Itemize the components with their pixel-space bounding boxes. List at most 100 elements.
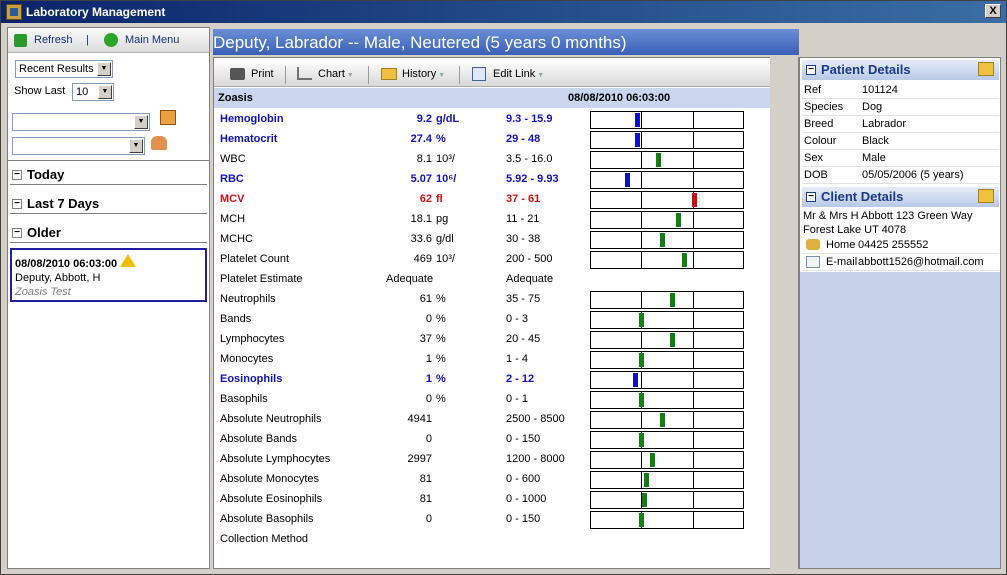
range-marker <box>639 353 644 367</box>
folder-icon[interactable] <box>381 68 397 80</box>
client-details-header[interactable]: − Client Details <box>802 187 999 207</box>
chevron-down-icon[interactable]: ▼ <box>97 62 111 76</box>
result-range: 0 - 1 <box>506 393 529 405</box>
close-button[interactable]: X <box>985 4 1001 18</box>
range-bar <box>590 231 744 249</box>
collapse-icon[interactable]: − <box>12 228 22 238</box>
group-last-7-days[interactable]: − Last 7 Days <box>10 194 207 214</box>
table-row[interactable]: MCH 18.1 pg 11 - 21 <box>214 210 770 230</box>
table-row[interactable]: Bands 0% 0 - 3 <box>214 310 770 330</box>
table-row[interactable]: Absolute Bands 0 0 - 150 <box>214 430 770 450</box>
history-button[interactable]: History ▼ <box>402 68 445 80</box>
result-unit: 10³/ <box>436 253 455 265</box>
table-row[interactable]: Absolute Neutrophils 4941 2500 - 8500 <box>214 410 770 430</box>
range-divider <box>641 372 642 388</box>
toolbar-separator <box>459 66 460 84</box>
table-row[interactable]: Absolute Monocytes 81 0 - 600 <box>214 470 770 490</box>
patient-details-header[interactable]: − Patient Details <box>802 60 999 80</box>
folder-icon[interactable] <box>978 189 994 203</box>
print-button[interactable]: Print <box>251 68 274 80</box>
result-range: 29 - 48 <box>506 133 541 145</box>
range-bar <box>590 111 744 129</box>
edit-link-button[interactable]: Edit Link ▼ <box>493 68 544 80</box>
range-bar <box>590 431 744 449</box>
table-row[interactable]: MCHC 33.6 g/dl 30 - 38 <box>214 230 770 250</box>
record-card[interactable]: 08/08/2010 06:03:00 Deputy, Abbott, H Zo… <box>10 248 207 302</box>
range-marker <box>635 133 640 147</box>
result-name: Hematocrit <box>220 133 278 145</box>
result-name: MCV <box>220 193 245 205</box>
refresh-button[interactable]: Refresh <box>34 34 73 46</box>
range-marker <box>625 173 630 187</box>
main-menu-icon[interactable] <box>104 33 118 47</box>
table-row[interactable]: Collection Method <box>214 530 770 550</box>
patient-field-row: Ref 101124 <box>802 82 999 99</box>
result-range: 5.92 - 9.93 <box>506 173 559 185</box>
refresh-icon[interactable] <box>14 34 27 47</box>
table-row[interactable]: WBC 8.1 10³/3.5 - 16.0 <box>214 150 770 170</box>
results-select[interactable]: Recent Results ▼ <box>15 60 113 78</box>
collapse-icon[interactable]: − <box>12 199 22 209</box>
email-address[interactable]: abbott1526@hotmail.com <box>858 256 984 268</box>
print-icon[interactable] <box>230 68 245 80</box>
result-name: MCH <box>220 213 246 225</box>
result-value: 2997 <box>407 453 432 465</box>
result-name: Eosinophils <box>220 373 283 385</box>
table-row[interactable]: Hemoglobin 9.2 g/dL 9.3 - 15.9 <box>214 110 770 130</box>
table-row[interactable]: Eosinophils 1% 2 - 12 <box>214 370 770 390</box>
chart-icon[interactable] <box>297 67 312 80</box>
chart-button[interactable]: Chart ▼ <box>318 68 354 80</box>
range-divider <box>641 252 642 268</box>
range-divider <box>693 472 694 488</box>
chevron-down-icon[interactable]: ▼ <box>129 139 143 153</box>
table-row[interactable]: Basophils 0% 0 - 1 <box>214 390 770 410</box>
chevron-down-icon[interactable]: ▼ <box>438 72 446 79</box>
table-row[interactable]: RBC 5.07 10⁶/5.92 - 9.93 <box>214 170 770 190</box>
result-range: 0 - 150 <box>506 433 541 445</box>
edit-link-icon[interactable] <box>472 67 486 81</box>
toolbar-separator <box>285 66 286 84</box>
chevron-down-icon[interactable]: ▼ <box>98 85 112 99</box>
filter-select-a[interactable]: ▼ <box>12 113 150 131</box>
collapse-icon[interactable]: − <box>806 65 816 75</box>
chevron-down-icon[interactable]: ▼ <box>134 115 148 129</box>
table-row[interactable]: Absolute Basophils 0 0 - 150 <box>214 510 770 530</box>
collapse-icon[interactable]: − <box>12 170 22 180</box>
collapse-icon[interactable]: − <box>806 192 816 202</box>
table-row[interactable]: Absolute Lymphocytes 2997 1200 - 8000 <box>214 450 770 470</box>
group-older[interactable]: − Older <box>10 223 207 243</box>
folder-icon[interactable] <box>978 62 994 76</box>
group-today[interactable]: − Today <box>10 165 207 185</box>
home-icon[interactable] <box>160 110 176 125</box>
table-row[interactable]: Hematocrit 27.4% 29 - 48 <box>214 130 770 150</box>
patient-field-row: Breed Labrador <box>802 116 999 133</box>
client-address-line1: Mr & Mrs H Abbott 123 Green Way <box>803 210 973 222</box>
result-value: 81 <box>419 473 432 485</box>
show-last-select[interactable]: 10 ▼ <box>72 83 114 101</box>
result-value: 0 <box>425 433 432 445</box>
result-value: 1 <box>425 373 432 385</box>
range-divider <box>641 292 642 308</box>
filter-select-b[interactable]: ▼ <box>12 137 145 155</box>
users-icon[interactable] <box>151 136 167 150</box>
range-divider <box>641 152 642 168</box>
table-row[interactable]: Neutrophils 61% 35 - 75 <box>214 290 770 310</box>
table-row[interactable]: MCV 62 fl 37 - 61 <box>214 190 770 210</box>
result-range: 30 - 38 <box>506 233 541 245</box>
table-row[interactable]: Lymphocytes 37% 20 - 45 <box>214 330 770 350</box>
chevron-down-icon[interactable]: ▼ <box>346 72 354 79</box>
table-row[interactable]: Absolute Eosinophils 81 0 - 1000 <box>214 490 770 510</box>
table-row[interactable]: Monocytes 1% 1 - 4 <box>214 350 770 370</box>
main-menu-button[interactable]: Main Menu <box>125 34 180 46</box>
table-row[interactable]: Platelet Count 469 10³/200 - 500 <box>214 250 770 270</box>
range-bar <box>590 191 744 209</box>
result-unit: % <box>436 393 446 405</box>
client-email-row: E-mail abbott1526@hotmail.com <box>802 254 999 271</box>
table-row[interactable]: Platelet Estimate Adequate Adequate <box>214 270 770 290</box>
toolbar-separator: | <box>86 34 89 46</box>
result-value: 0 <box>425 513 432 525</box>
chevron-down-icon[interactable]: ▼ <box>537 72 545 79</box>
range-bar <box>590 491 744 509</box>
range-divider <box>693 372 694 388</box>
show-last-value: 10 <box>76 86 89 98</box>
